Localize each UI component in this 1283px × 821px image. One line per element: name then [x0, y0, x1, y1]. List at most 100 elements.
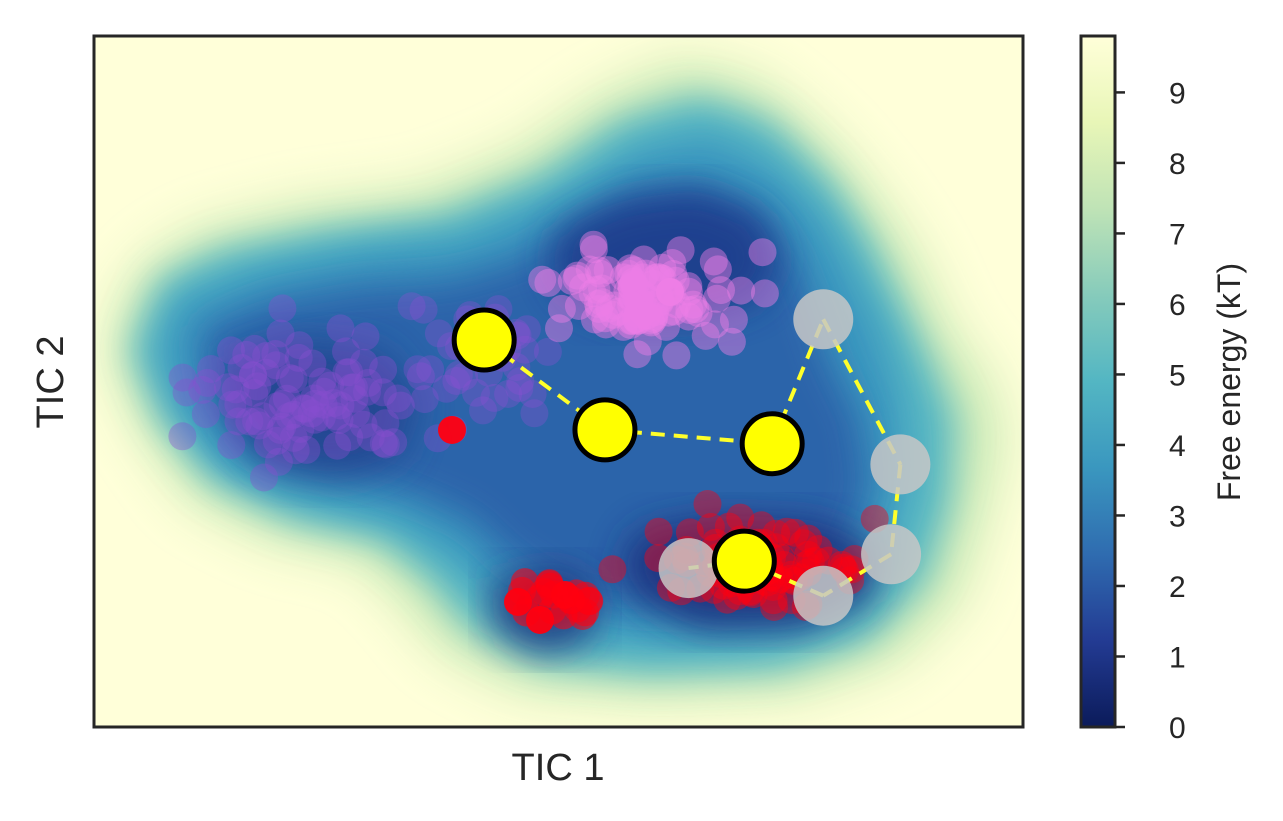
cloud-point — [232, 340, 261, 369]
cloud-point — [297, 399, 326, 428]
cloud-point — [618, 282, 646, 311]
cloud-point — [579, 235, 608, 264]
cloud-point — [263, 392, 292, 421]
cloud-point — [251, 358, 280, 387]
cloud-point — [789, 529, 818, 558]
cloud-point — [619, 267, 648, 296]
cloud-point — [335, 358, 364, 387]
cloud-point — [719, 305, 748, 334]
cloud-point — [616, 306, 645, 335]
cloud-point — [717, 327, 746, 356]
gray-path-point — [658, 538, 719, 599]
cloud-point — [696, 513, 725, 541]
cloud-point — [557, 267, 586, 295]
cloud-point — [266, 415, 295, 444]
cloud-point — [323, 431, 352, 460]
cloud-point — [564, 292, 593, 320]
cloud-point — [406, 362, 435, 391]
cloud-point — [264, 447, 293, 476]
colorbar-gradient — [1081, 36, 1115, 727]
cloud-point — [409, 295, 438, 324]
cloud-point — [342, 399, 370, 428]
yellow-path-point — [711, 528, 777, 594]
colorbar-ticks: 0 1 2 3 4 5 6 7 8 9 — [1115, 77, 1186, 745]
cloud-point — [636, 306, 665, 335]
cloud-point — [252, 342, 281, 370]
cloud-point — [614, 259, 643, 288]
cloud-point — [599, 300, 628, 329]
cloud-point — [505, 374, 534, 402]
cloud-point — [626, 281, 655, 310]
cloud-point — [582, 275, 611, 304]
cloud-point — [250, 463, 278, 492]
cloud-point — [598, 555, 627, 584]
cloud-point — [620, 256, 649, 285]
cloud-point — [369, 429, 398, 458]
cloud-point — [316, 371, 345, 400]
cloud-point — [794, 540, 822, 569]
cloud-point — [707, 276, 735, 305]
cloud-point — [593, 256, 622, 285]
cloud-point — [750, 279, 779, 308]
cloud-point — [279, 400, 308, 429]
cloud-point — [691, 321, 720, 350]
yellow-path-point — [572, 397, 638, 463]
cloud-point — [512, 315, 541, 344]
cloud-point — [681, 295, 710, 324]
cloud-point — [217, 336, 245, 365]
cloud-point — [623, 306, 651, 335]
cloud-point — [533, 337, 562, 366]
cloud-point — [281, 436, 310, 465]
cloud-point — [585, 295, 613, 323]
cloud-point — [291, 394, 320, 423]
plot-frame — [92, 34, 1025, 729]
cloud-point — [301, 389, 330, 418]
cloud-point — [432, 374, 461, 403]
cloud-point — [320, 389, 348, 418]
cloud-point — [621, 272, 650, 301]
cloud-point — [325, 406, 354, 434]
cloud-point — [652, 312, 680, 341]
cloud-point — [326, 391, 355, 420]
cloud-point — [648, 253, 677, 282]
cloud-point — [575, 255, 604, 284]
cloud-point — [586, 259, 615, 288]
colorbar-tick-label: 8 — [1169, 148, 1186, 181]
cloud-point — [494, 380, 523, 408]
cloud-point — [726, 503, 755, 532]
cloud-point — [617, 291, 646, 319]
cloud-point — [172, 378, 201, 407]
cloud-point — [275, 364, 304, 393]
cloud-point — [632, 300, 661, 329]
cloud-point — [580, 305, 609, 334]
cloud-point — [438, 416, 466, 444]
cloud-point — [727, 276, 756, 305]
yellow-path-point — [451, 307, 517, 373]
cloud-point — [617, 273, 646, 302]
cloud-point — [221, 375, 250, 404]
cloud-point — [794, 524, 823, 553]
cloud-point — [545, 314, 573, 343]
cloud-point — [284, 343, 313, 372]
cloud-point — [675, 296, 704, 324]
cloud-point — [713, 585, 742, 614]
cloud-point — [627, 278, 656, 307]
cloud-point — [624, 306, 653, 335]
cloud-point — [224, 390, 253, 419]
cloud-point — [591, 304, 620, 333]
cloud-point — [584, 256, 613, 285]
cloud-point — [578, 279, 607, 308]
cloud-point — [307, 403, 336, 432]
cloud-point — [579, 230, 608, 259]
cloud-point — [227, 354, 256, 382]
cloud-point — [637, 308, 666, 337]
cloud-point — [243, 372, 272, 401]
cloud-point — [353, 377, 381, 406]
heatmap-region — [230, 340, 420, 480]
cloud-point — [616, 264, 645, 293]
cloud-point — [616, 311, 645, 339]
cloud-point — [534, 268, 563, 297]
cloud-point — [349, 410, 378, 439]
cloud-point — [238, 361, 267, 390]
